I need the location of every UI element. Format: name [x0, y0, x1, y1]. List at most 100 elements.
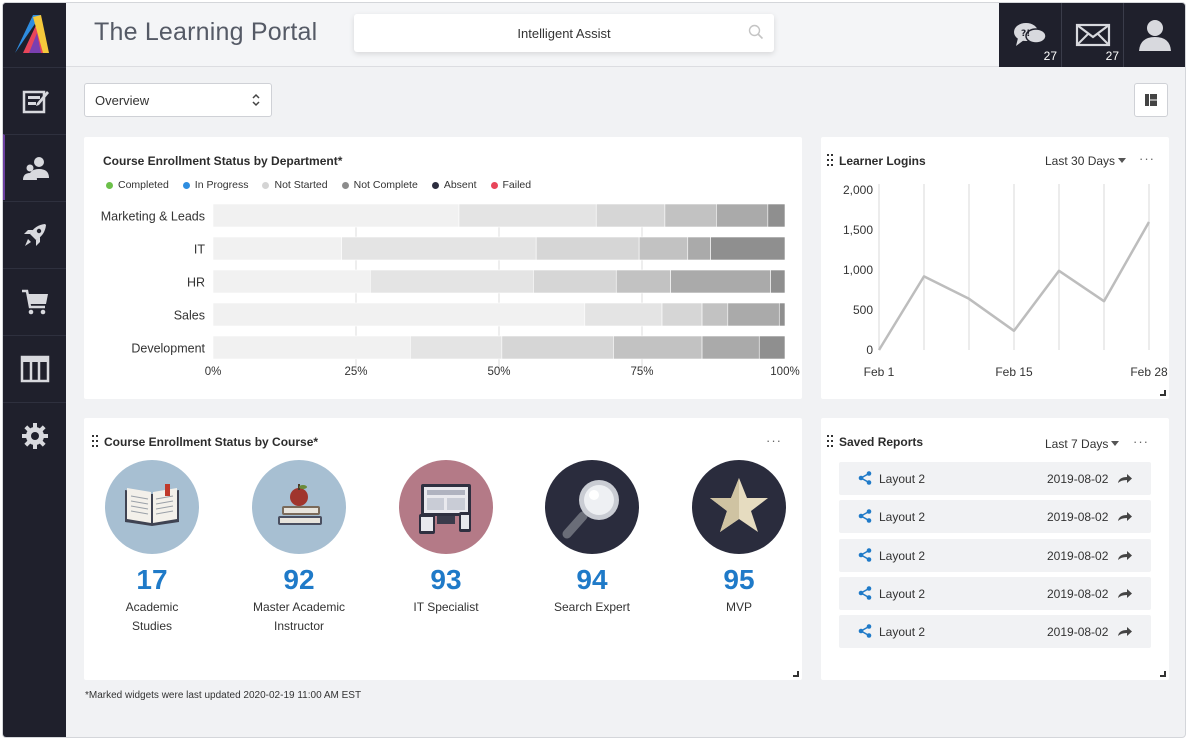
forward-icon[interactable] — [1117, 587, 1133, 599]
sidebar-item-edit[interactable] — [3, 67, 66, 133]
report-name: Layout 2 — [879, 472, 926, 486]
sidebar-item-settings[interactable] — [3, 402, 66, 468]
sidebar-item-launch[interactable] — [3, 201, 66, 267]
mail-button[interactable]: 27 — [1061, 3, 1123, 67]
x-tick-label: Feb 15 — [995, 365, 1033, 379]
category-label: Development — [131, 342, 205, 356]
legend-label: Failed — [502, 179, 532, 191]
legend-swatch — [106, 181, 113, 189]
bar-segment — [458, 203, 597, 228]
chat-count-badge: 27 — [1043, 49, 1057, 63]
bar-segment — [212, 302, 586, 327]
course-name: MVP — [674, 598, 804, 617]
bar-segment — [710, 236, 786, 261]
course-tile-mvp[interactable]: 95 MVP — [674, 460, 804, 617]
course-name-line: Search Expert — [553, 600, 631, 614]
more-options-button[interactable]: ··· — [1139, 151, 1155, 166]
report-name: Layout 2 — [879, 625, 926, 640]
bar-segment — [501, 335, 614, 360]
forward-icon[interactable] — [1117, 510, 1133, 522]
sidebar-item-catalog[interactable] — [3, 335, 66, 401]
report-date: 2019-08-02 — [1047, 548, 1109, 563]
bar-segment — [767, 203, 786, 228]
share-icon[interactable] — [858, 471, 872, 485]
drag-handle-icon[interactable] — [827, 435, 835, 447]
chat-button[interactable]: ?! 27 — [999, 3, 1061, 67]
course-count: 93 — [430, 564, 462, 595]
bar-segment — [410, 335, 503, 360]
sidebar-item-shop[interactable] — [3, 268, 66, 334]
bar-segment — [770, 269, 786, 294]
legend-label: Not Started — [274, 179, 328, 191]
course-count: 92 — [283, 564, 315, 595]
category-label: Sales — [174, 309, 205, 323]
table-icon — [20, 355, 49, 382]
card-title: Learner Logins — [827, 154, 926, 168]
learner-logins-card: Learner Logins Last 30 Days ··· 0 500 1,00… — [821, 137, 1169, 399]
mail-count-badge: 27 — [1105, 49, 1119, 63]
course-tile-search-expert[interactable]: 94 Search Expert — [527, 460, 657, 617]
course-tile-academic-studies[interactable]: 17 Academic Studies — [87, 460, 217, 636]
select-arrows-icon — [252, 93, 260, 107]
learner-logins-line-chart: 0 500 1,000 1,500 2,000 Feb 1 Feb 15 Feb 28 — [843, 183, 1168, 379]
intelligent-assist-search[interactable]: Intelligent Assist — [354, 14, 774, 52]
report-date: 2019-08-02 — [1047, 510, 1109, 525]
forward-icon[interactable] — [1117, 472, 1133, 484]
layout-toggle-button[interactable] — [1134, 83, 1168, 117]
more-options-button[interactable]: ··· — [766, 433, 782, 448]
legend-item[interactable]: Completed — [106, 179, 169, 191]
y-tick-label: 0 — [866, 343, 873, 357]
app-logo[interactable] — [3, 3, 66, 67]
bar-segment — [758, 335, 786, 360]
drag-handle-icon[interactable] — [92, 435, 100, 447]
drag-handle-icon[interactable] — [827, 154, 835, 166]
report-row[interactable]: Layout 2 2019-08-02 — [839, 500, 1151, 534]
category-label: IT — [194, 243, 205, 257]
legend-item[interactable]: Absent — [431, 179, 477, 191]
x-tick-label: 100% — [770, 366, 799, 378]
report-name: Layout 2 — [879, 510, 926, 525]
course-count: 17 — [136, 564, 168, 595]
x-tick-label: 75% — [630, 366, 653, 378]
sidebar-item-users[interactable] — [3, 134, 66, 200]
chevron-down-icon — [1118, 158, 1127, 163]
resize-handle[interactable] — [1160, 390, 1166, 396]
profile-button[interactable] — [1123, 3, 1185, 67]
devices-icon — [399, 460, 493, 554]
share-icon[interactable] — [858, 547, 872, 562]
share-icon[interactable] — [858, 624, 872, 638]
legend-item[interactable]: Failed — [490, 179, 532, 191]
report-row[interactable]: Layout 2 2019-08-02 — [839, 462, 1151, 495]
card-title: Course Enrollment Status by Department* — [103, 154, 343, 168]
report-row[interactable]: Layout 2 2019-08-02 — [839, 538, 1151, 572]
course-name: Search Expert — [527, 598, 657, 617]
reports-range-dropdown[interactable]: Last 7 Days — [1045, 437, 1120, 451]
bar-segment — [638, 236, 689, 261]
y-tick-label: 500 — [853, 303, 873, 317]
forward-icon[interactable] — [1117, 625, 1133, 637]
course-tile-master-academic-instructor[interactable]: 92 Master Academic Instructor — [234, 460, 364, 636]
report-row[interactable]: Layout 2 2019-08-02 — [839, 615, 1151, 649]
report-row[interactable]: Layout 2 2019-08-02 — [839, 576, 1151, 610]
legend-label: Not Complete — [353, 179, 418, 191]
more-options-button[interactable]: ··· — [1133, 434, 1149, 449]
course-tile-it-specialist[interactable]: 93 IT Specialist — [381, 460, 511, 617]
legend-item[interactable]: Not Started — [262, 179, 328, 191]
bar-segment — [533, 269, 617, 294]
legend-item[interactable]: Not Complete — [341, 179, 418, 191]
bar-segment — [535, 236, 640, 261]
view-select[interactable]: Overview — [84, 83, 272, 117]
y-tick-label: 1,500 — [843, 223, 873, 237]
course-name-line: Instructor — [273, 619, 324, 633]
resize-handle[interactable] — [793, 671, 799, 677]
forward-icon[interactable] — [1117, 549, 1133, 561]
bar-segment — [661, 302, 703, 327]
logins-range-dropdown[interactable]: Last 30 Days — [1045, 154, 1127, 168]
share-icon[interactable] — [858, 509, 872, 524]
resize-handle[interactable] — [1160, 671, 1166, 677]
star-icon — [692, 460, 786, 554]
share-icon[interactable] — [858, 586, 872, 600]
report-name: Layout 2 — [879, 586, 926, 601]
header-actions: ?! 27 27 — [999, 3, 1185, 67]
legend-item[interactable]: In Progress — [182, 179, 248, 191]
